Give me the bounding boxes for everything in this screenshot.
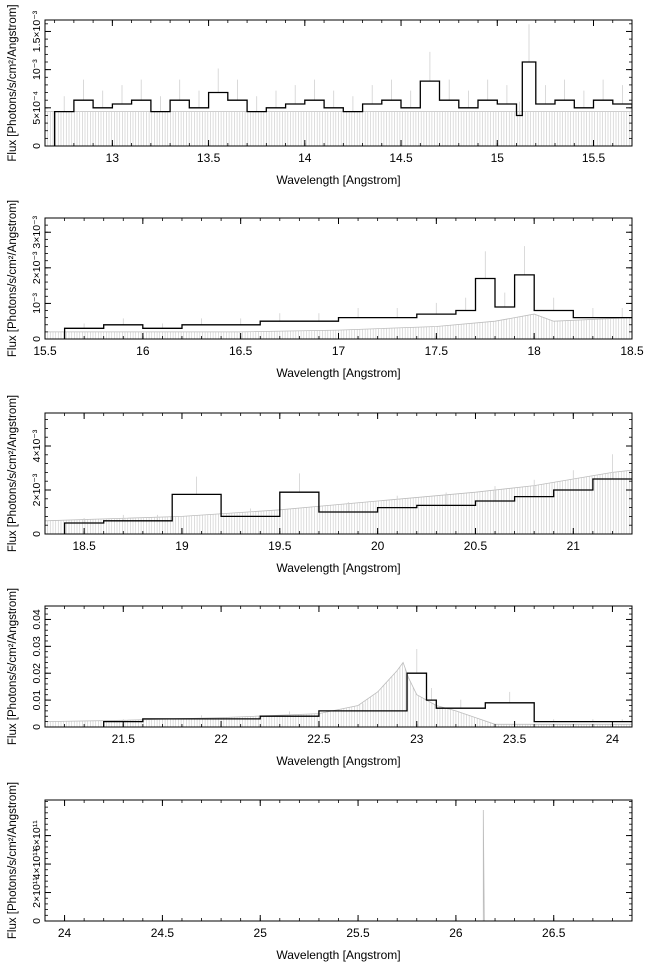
chart-2-model-lines: [45, 314, 632, 339]
chart-4-x-tick-label: 22.5: [307, 732, 331, 746]
chart-2-x-tick-label: 17: [332, 344, 346, 358]
chart-2-model-curve: [45, 313, 632, 333]
chart-1-x-axis-label: Wavelength [Angstrom]: [276, 173, 400, 187]
chart-2-x-tick-label: 18: [527, 344, 541, 358]
chart-1-panel: 13 13.5 14 14.5 15 15.5 0 5×10⁻⁴ 10⁻³ 1.5×10⁻³ Wav…: [7, 4, 633, 187]
chart-2-x-tick-label: 17.5: [425, 344, 449, 358]
chart-2-y-tick-label: 0: [31, 336, 43, 342]
chart-4-plot-area: [45, 649, 632, 727]
chart-2-x-tick-label: 16: [136, 344, 150, 358]
chart-1-x-tick-label: 15.5: [582, 151, 606, 165]
chart-1-x-tick-label: 15: [491, 151, 505, 165]
chart-4-data-histogram: [103, 672, 632, 727]
chart-1-x-tick-label: 14: [298, 151, 312, 165]
chart-5-y-tick-label: 0: [31, 918, 43, 924]
chart-3-y-axis-label: Flux [Photons/s/cm²/Angstrom]: [7, 395, 19, 552]
chart-5-y-tick-label: 2×10¹¹: [31, 877, 43, 908]
chart-3-x-tick-label: 19: [175, 539, 189, 553]
chart-4-x-axis-label: Wavelength [Angstrom]: [276, 754, 400, 768]
chart-5-frame: [44, 799, 633, 922]
chart-3-panel: 18.5 19 19.5 20 20.5 21 0 2×10⁻³ 4×10⁻³ Wavelengt…: [7, 395, 633, 575]
chart-1-y-tick-label: 0: [31, 143, 43, 149]
chart-1-y-tick-label: 10⁻³: [31, 59, 43, 80]
chart-3-data-histogram: [63, 478, 632, 534]
chart-3-y-tick-label: 2×10⁻³: [31, 473, 43, 506]
chart-5-x-tick-label: 25.5: [346, 926, 370, 940]
chart-2-y-tick-label: 10⁻³: [31, 293, 43, 314]
chart-2-x-tick-label: 16.5: [229, 344, 253, 358]
chart-2-data-histogram: [63, 274, 632, 339]
chart-5-x-axis-label: Wavelength [Angstrom]: [276, 948, 400, 962]
chart-5-x-tick-label: 26.5: [542, 926, 566, 940]
chart-3-x-tick-label: 18.5: [72, 539, 96, 553]
chart-4-panel: 21.5 22 22.5 23 23.5 24 0 0.01 0.02 0.03 0.04 Wavel…: [7, 588, 633, 768]
chart-3-y-tick-label: 4×10⁻³: [31, 429, 43, 462]
chart-2-x-tick-label: 18.5: [620, 344, 644, 358]
chart-2-y-axis-label: Flux [Photons/s/cm²/Angstrom]: [7, 200, 19, 357]
chart-4-model-lines: [45, 663, 632, 727]
chart-3-x-axis-label: Wavelength [Angstrom]: [276, 561, 400, 575]
chart-1-model-lines: [45, 111, 632, 146]
chart-4-y-tick-label: 0.01: [31, 690, 43, 711]
chart-4-x-tick-label: 21.5: [112, 732, 136, 746]
chart-4-x-tick-label: 22: [214, 732, 228, 746]
chart-4-y-axis-label: Flux [Photons/s/cm²/Angstrom]: [7, 588, 19, 745]
chart-2-y-tick-label: 2×10⁻³: [31, 251, 43, 284]
chart-5-model-curve: [45, 809, 632, 921]
chart-2-x-axis-label: Wavelength [Angstrom]: [276, 366, 400, 380]
chart-1-y-axis-label: Flux [Photons/s/cm²/Angstrom]: [7, 4, 19, 161]
chart-3-model-curve: [45, 469, 632, 522]
chart-3-x-tick-label: 20.5: [464, 539, 488, 553]
chart-2-plot-area: [45, 246, 632, 339]
chart-5-x-tick-label: 24: [58, 926, 72, 940]
chart-4-model-curve: [45, 661, 632, 725]
chart-1-y-tick-label: 5×10⁻⁴: [31, 91, 43, 125]
chart-2-panel: 15.5 16 16.5 17 17.5 18 18.5 0 10⁻³ 2×10⁻³ 3×10⁻³ W…: [7, 200, 644, 380]
chart-3-x-tick-label: 20: [371, 539, 385, 553]
chart-4-x-tick-label: 24: [606, 732, 620, 746]
chart-5-y-axis-label: Flux [Photons/s/cm²/Angstrom]: [7, 782, 19, 939]
chart-3-x-tick-label: 21: [567, 539, 581, 553]
chart-3-model-lines: [45, 470, 632, 534]
chart-4-frame: [44, 605, 633, 728]
chart-1-x-tick-label: 13.5: [197, 151, 221, 165]
chart-2-x-tick-label: 15.5: [33, 344, 57, 358]
chart-5-y-tick-label: 6×10¹¹: [31, 820, 43, 851]
chart-4-y-tick-label: 0.03: [31, 636, 43, 657]
chart-4-y-tick-label: 0.02: [31, 663, 43, 684]
chart-5-x-tick-label: 25: [254, 926, 268, 940]
chart-2-y-tick-label: 3×10⁻³: [31, 215, 43, 248]
chart-1-frame: [44, 19, 633, 147]
chart-3-y-tick-label: 0: [31, 531, 43, 537]
chart-4-x-tick-label: 23.5: [503, 732, 527, 746]
chart-5-x-tick-label: 26: [449, 926, 463, 940]
chart-1-y-tick-label: 1.5×10⁻³: [31, 10, 43, 52]
chart-5-y-tick-label: 4×10¹¹: [31, 848, 43, 879]
chart-3-x-tick-label: 19.5: [268, 539, 292, 553]
chart-4-y-tick-label: 0.04: [31, 609, 43, 630]
chart-4-y-tick-label: 0: [31, 724, 43, 730]
chart-5-x-tick-label: 24.5: [151, 926, 175, 940]
chart-1-x-tick-label: 14.5: [389, 151, 413, 165]
chart-1-plot-area: [45, 24, 632, 146]
chart-4-x-tick-label: 23: [410, 732, 424, 746]
chart-1-x-tick-label: 13: [106, 151, 120, 165]
chart-3-plot-area: [45, 454, 632, 534]
chart-1-data-histogram: [53, 61, 632, 146]
chart-5-plot-area: [45, 809, 632, 921]
